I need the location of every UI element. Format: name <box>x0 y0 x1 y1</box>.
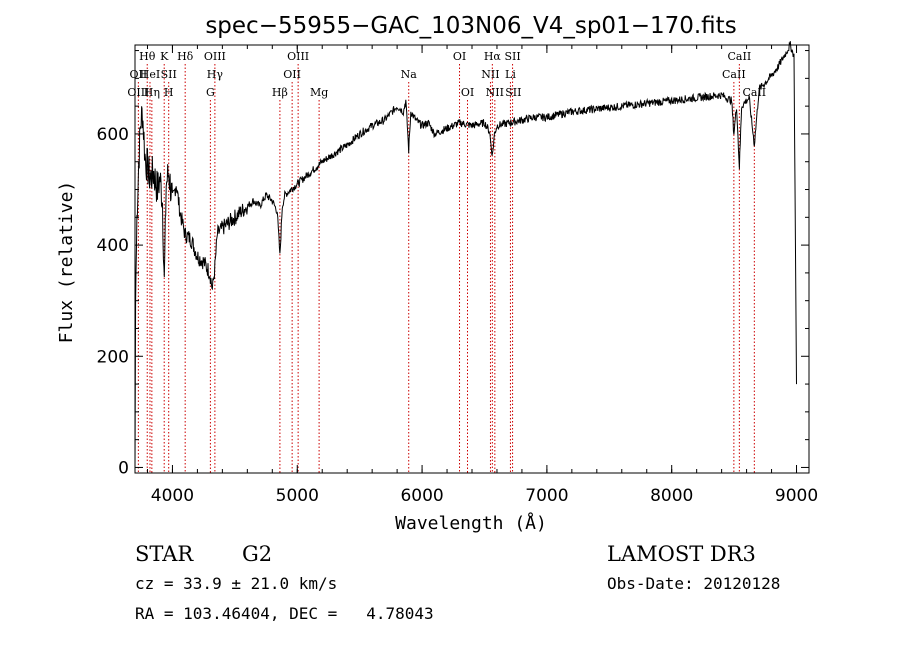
line-marker-label: OI <box>461 86 474 99</box>
line-marker-label: Hγ <box>207 68 224 81</box>
line-marker-label: Mg <box>310 86 328 99</box>
y-tick-label: 400 <box>97 236 129 256</box>
ra-dec: RA = 103.46404, DEC = 4.78043 <box>135 604 434 623</box>
line-marker-label: NII <box>481 68 499 81</box>
chart-title: spec−55955−GAC_103N06_V4_sp01−170.fits <box>205 13 736 39</box>
line-marker-label: Na <box>401 68 418 81</box>
line-marker-label: NII <box>486 86 504 99</box>
line-marker-label: OI <box>453 50 466 63</box>
line-marker-label: OIII <box>204 50 226 63</box>
x-tick-label: 8000 <box>650 486 693 506</box>
line-marker-label: CaII <box>722 68 746 81</box>
line-marker-label: SII <box>505 86 521 99</box>
line-marker-label: HeI <box>140 68 160 81</box>
line-marker-label: CaII <box>728 50 752 63</box>
y-axis-label: Flux (relative) <box>56 181 77 344</box>
y-axis-ticks: 0 200 400 600 <box>97 50 809 478</box>
x-tick-label: 7000 <box>525 486 568 506</box>
line-marker-label: OII <box>283 68 301 81</box>
y-tick-label: 600 <box>97 125 129 145</box>
y-tick-label: 200 <box>97 347 129 367</box>
line-marker-label: SII <box>504 50 520 63</box>
line-marker-label: SII <box>161 68 177 81</box>
line-marker-label: K <box>160 50 169 63</box>
x-tick-label: 4000 <box>151 486 194 506</box>
line-marker-label: Hδ <box>177 50 194 63</box>
spectrum-line <box>134 41 797 468</box>
survey-name: LAMOST DR3 <box>607 542 756 566</box>
y-tick-label: 0 <box>118 458 129 478</box>
x-tick-label: 5000 <box>276 486 319 506</box>
x-tick-label: 6000 <box>400 486 443 506</box>
line-marker-label: CaII <box>742 86 766 99</box>
spectral-line-markers <box>137 64 755 473</box>
line-marker-label: OIII <box>287 50 309 63</box>
line-marker-label: Hη <box>144 86 160 99</box>
plot-frame <box>134 44 810 474</box>
x-axis-label: Wavelength (Å) <box>395 512 547 534</box>
line-marker-label: Hβ <box>272 86 288 99</box>
line-marker-label: OIII <box>127 86 149 99</box>
line-marker-label: G <box>206 86 215 99</box>
line-marker-label: Li <box>505 68 516 81</box>
line-marker-label: H <box>164 86 174 99</box>
x-axis-ticks: 4000 5000 6000 7000 8000 9000 <box>146 45 818 506</box>
x-tick-label: 9000 <box>775 486 818 506</box>
line-marker-label: Hθ <box>139 50 156 63</box>
object-class: STAR <box>135 542 194 566</box>
observation-date: Obs-Date: 20120128 <box>607 574 780 593</box>
line-marker-label: OII <box>130 68 148 81</box>
spectral-line-labels: Hθ OII OIII HeI Hη K SII H Hδ OIII Hγ G Hβ OIII OII Mg N… <box>127 50 766 99</box>
subclass: G2 <box>242 542 272 566</box>
line-marker-label: Hα <box>484 50 502 63</box>
redshift-velocity: cz = 33.9 ± 21.0 km/s <box>135 574 337 593</box>
